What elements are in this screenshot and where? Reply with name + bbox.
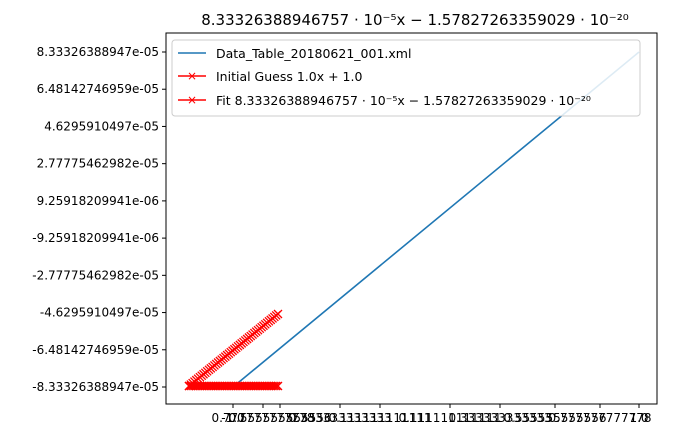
- y-tick-label: -6.48142746959e-05: [32, 343, 159, 357]
- plot-area: [165, 32, 658, 405]
- series-fit-point: [269, 381, 279, 391]
- y-tick-label: -2.77775462982e-05: [32, 268, 159, 282]
- x-tick-label: 0.333333333333: [448, 411, 551, 425]
- x-tick-label: 0.777777777778: [548, 411, 651, 425]
- y-tick-label: 4.6295910497e-05: [44, 119, 159, 133]
- x-tick-label: 0.555555555556: [228, 411, 331, 425]
- x-tick-label: 0.333333333333: [288, 411, 391, 425]
- legend-marker-fit: ×: [187, 93, 197, 107]
- series-fit-point: [273, 381, 283, 391]
- x-tick-label: -1.0: [221, 411, 244, 425]
- x-axis: -1.00.7777777777780.5555555555560.333333…: [211, 404, 652, 425]
- y-tick-label: -4.6295910497e-05: [40, 306, 159, 320]
- legend-marker-initial: ×: [187, 69, 197, 83]
- y-tick-label: 9.25918209941e-06: [37, 194, 159, 208]
- legend-label-initial: Initial Guess 1.0x + 1.0: [216, 69, 362, 84]
- y-tick-label: 2.77775462982e-05: [37, 157, 159, 171]
- legend-label-data: Data_Table_20180621_001.xml: [216, 46, 411, 61]
- y-tick-label: -9.25918209941e-06: [32, 231, 159, 245]
- legend: Data_Table_20180621_001.xml × Initial Gu…: [171, 39, 641, 117]
- legend-label-fit: Fit 8.33326388946757 · 10⁻⁵x − 1.5782726…: [216, 93, 591, 108]
- x-tick-label: 1.0: [629, 411, 648, 425]
- x-tick-label: 0.111111111111: [328, 411, 431, 425]
- y-tick-label: 8.33326388947e-05: [37, 45, 159, 59]
- chart-title: 8.33326388946757 · 10⁻⁵x − 1.57827263359…: [201, 11, 628, 29]
- series-initial-guess-point: [273, 309, 283, 319]
- x-tick-label: 0.111111111111: [398, 411, 501, 425]
- legend-box: [171, 39, 641, 117]
- y-tick-label: 6.48142746959e-05: [37, 82, 159, 96]
- x-tick-label: 0.555555555556: [503, 411, 606, 425]
- y-tick-label: -8.33326388947e-05: [32, 380, 159, 394]
- x-tick-label: 0.777777777778: [211, 411, 314, 425]
- series-fit-point: [271, 381, 281, 391]
- y-axis: 8.33326388947e-05 6.48142746959e-05 4.6295…: [32, 45, 166, 394]
